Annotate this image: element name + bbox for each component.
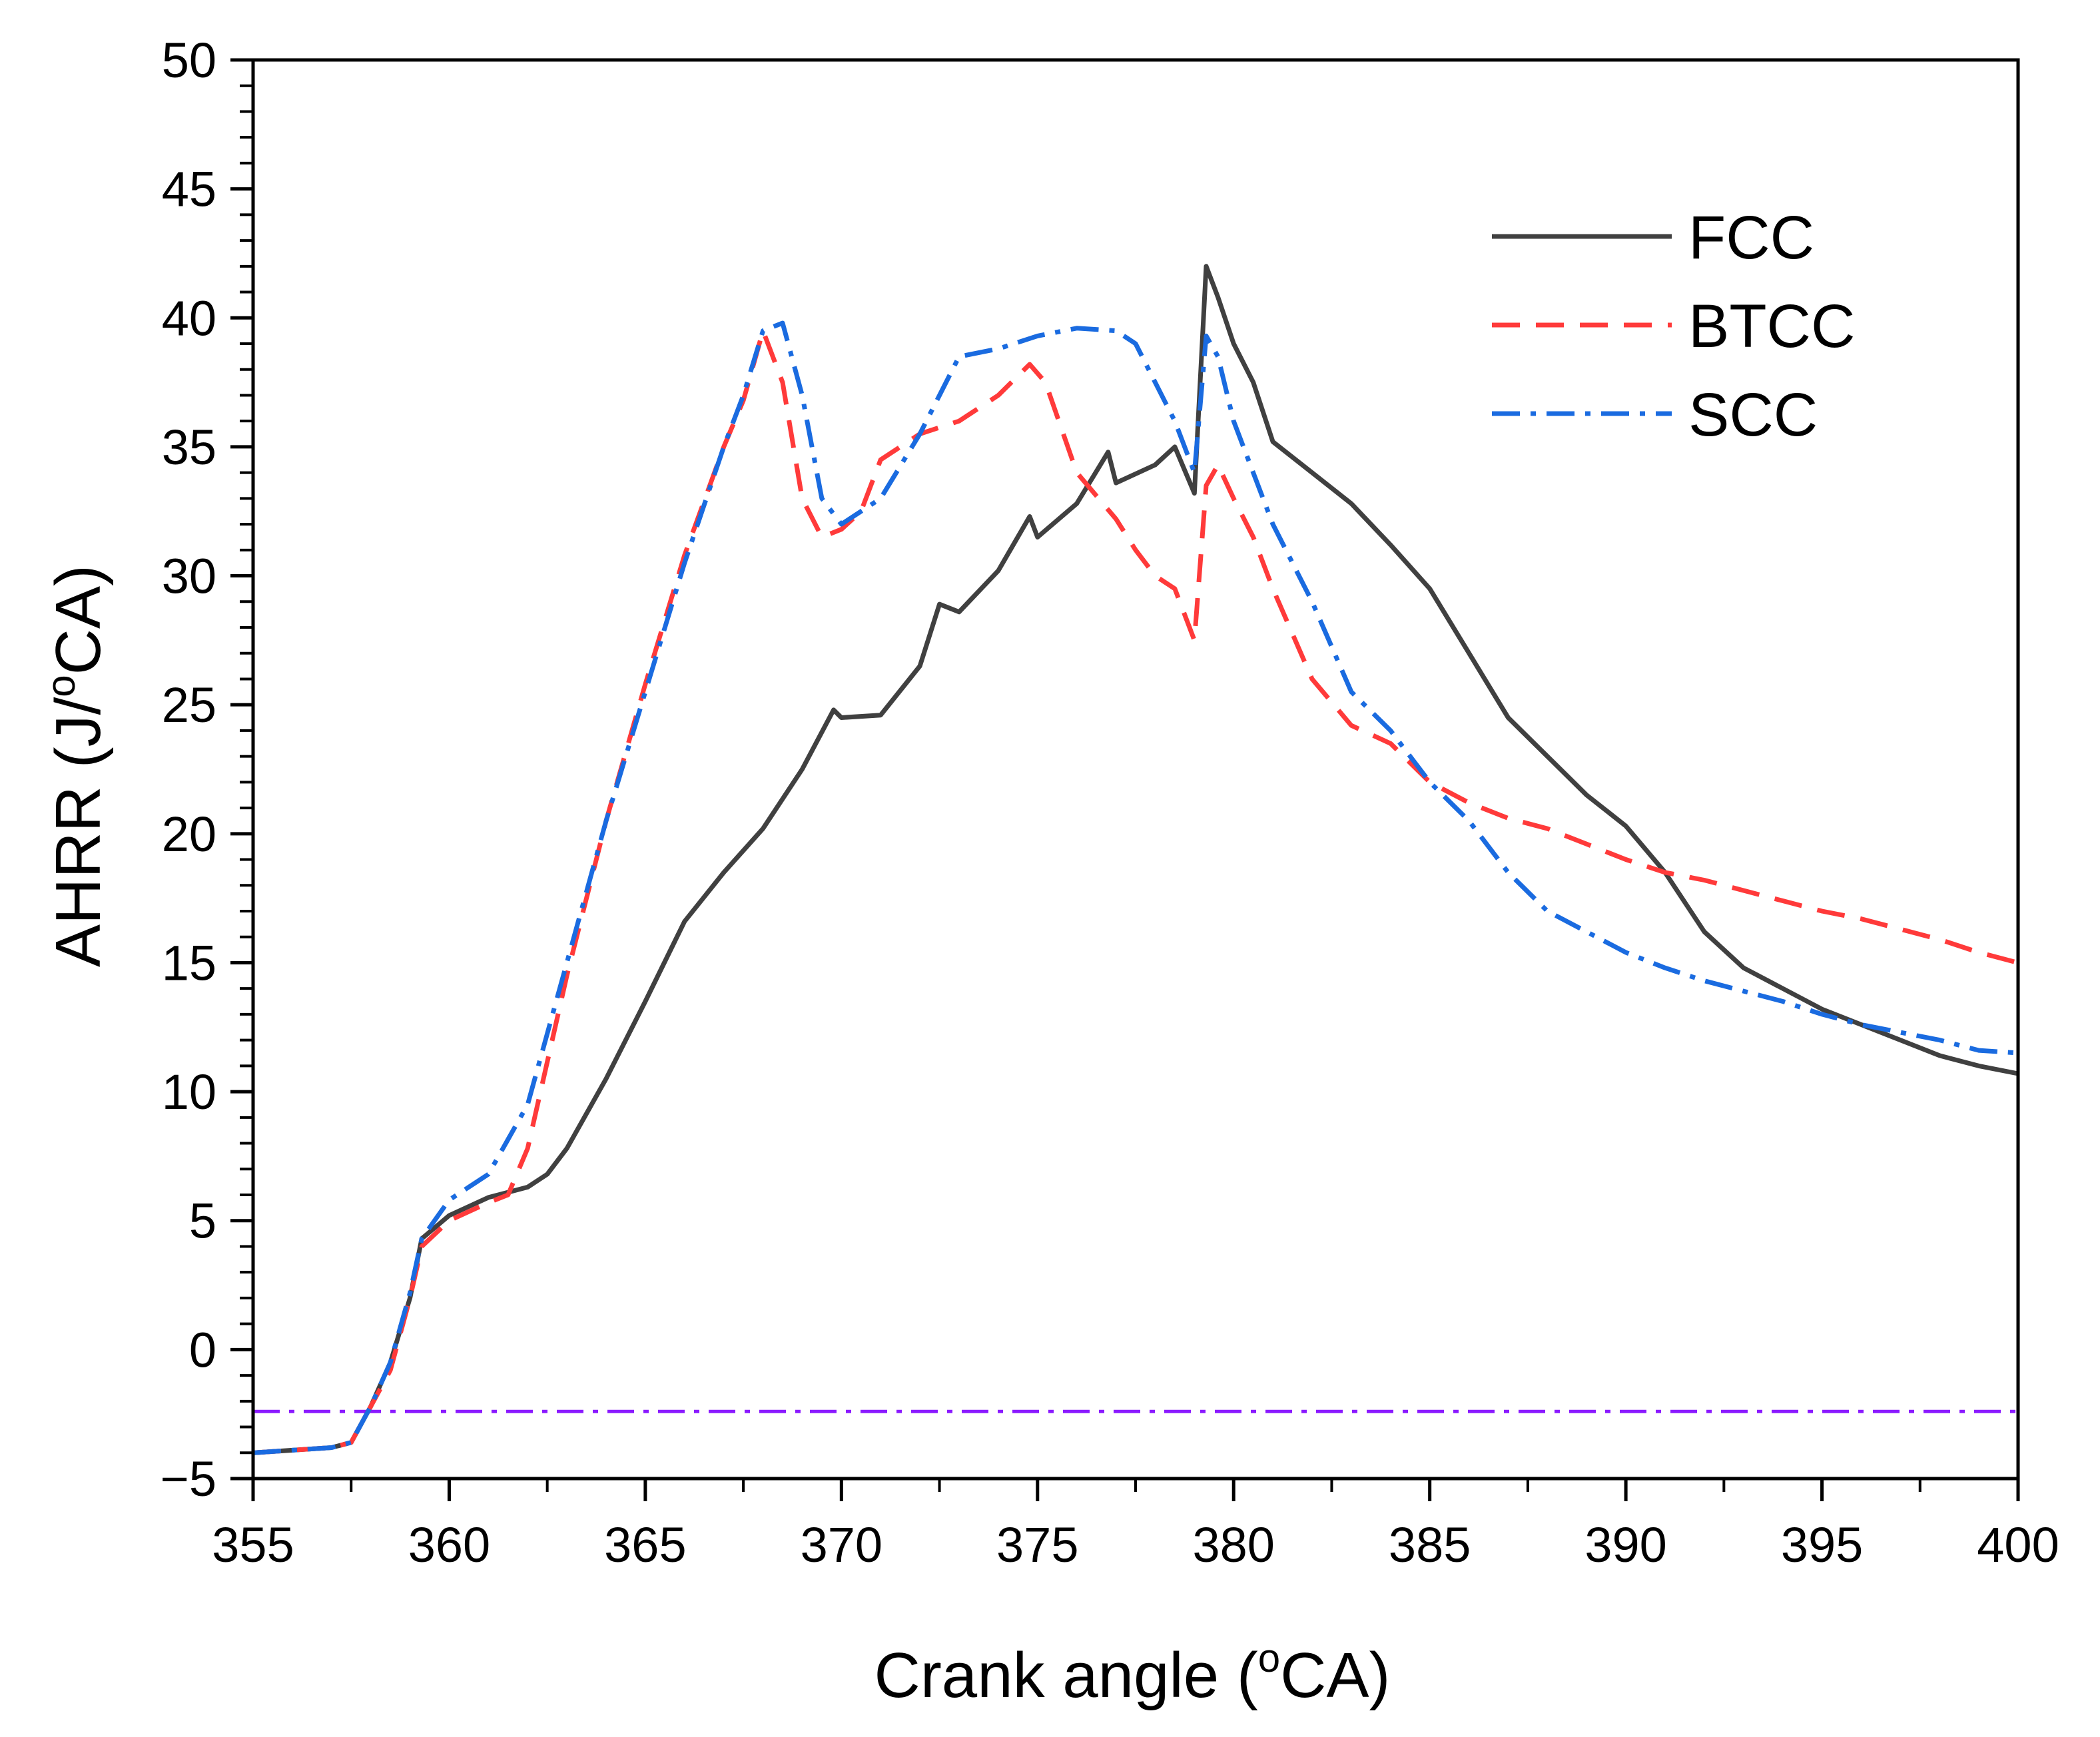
x-axis-title: Crank angle (oCA)	[875, 1636, 1391, 1711]
x-tick-label: 385	[1389, 1517, 1471, 1572]
series-lines	[252, 264, 2019, 1455]
axis-ticks	[230, 58, 2020, 1501]
y-tick-label: 25	[162, 677, 216, 733]
legend-label-fcc: FCC	[1688, 204, 1814, 272]
series-line-scc	[252, 320, 2019, 1455]
x-tick-label: 355	[212, 1517, 294, 1572]
y-tick-label: 30	[162, 549, 216, 604]
y-tick-label: 5	[189, 1194, 216, 1249]
x-tick-label: 390	[1584, 1517, 1666, 1572]
tick-labels: 355 360 365 370 375 380 385 390 395 400 −5 0 5 10 15 20…	[161, 33, 2059, 1572]
series-line-btcc	[252, 328, 2019, 1455]
x-tick-label: 395	[1781, 1517, 1863, 1572]
y-tick-label: 15	[162, 935, 216, 990]
y-tick-label: 45	[162, 162, 216, 217]
legend-label-scc: SCC	[1688, 381, 1818, 449]
y-tick-label: 0	[189, 1322, 216, 1377]
y-tick-label: 10	[162, 1064, 216, 1120]
x-tick-label: 365	[604, 1517, 686, 1572]
legend-label-btcc: BTCC	[1688, 292, 1855, 360]
y-tick-label: −5	[161, 1451, 216, 1507]
x-tick-label: 360	[408, 1517, 490, 1572]
x-tick-label: 400	[1977, 1517, 2059, 1572]
y-tick-label: 35	[162, 420, 216, 475]
y-tick-label: 20	[162, 807, 216, 862]
legend: FCC BTCC SCC	[1492, 204, 1855, 449]
plot-frame	[251, 58, 2020, 1481]
y-tick-label: 40	[162, 290, 216, 346]
y-tick-label: 50	[162, 33, 216, 88]
x-tick-label: 380	[1192, 1517, 1274, 1572]
x-tick-label: 375	[996, 1517, 1078, 1572]
x-tick-label: 370	[801, 1517, 882, 1572]
y-axis-title: AHRR (J/oCA)	[39, 565, 114, 967]
